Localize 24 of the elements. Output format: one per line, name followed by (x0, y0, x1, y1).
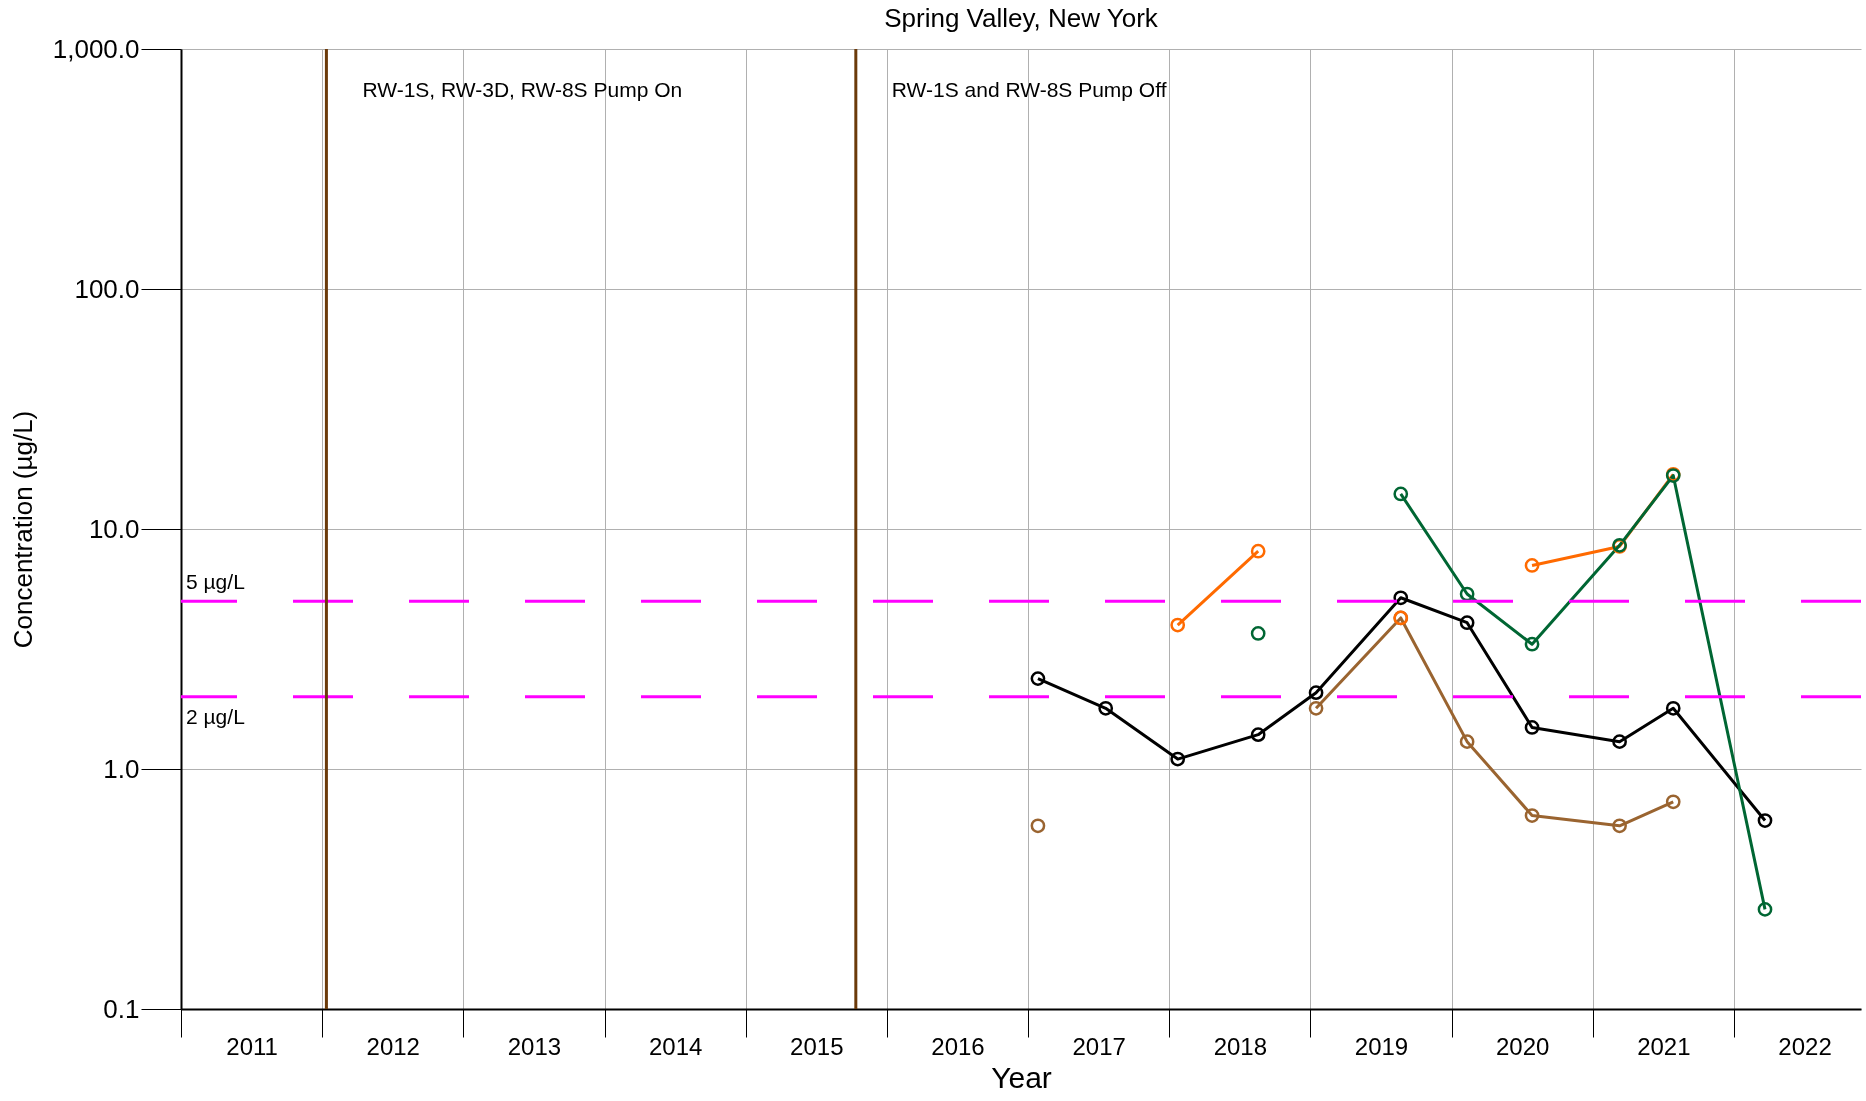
ref-line-label: RW-1S and RW-8S Pump Off (891, 78, 1167, 101)
ref-line-label: 2 µg/L (186, 704, 245, 728)
y-tick-label: 10.0 (88, 513, 140, 544)
y-tick-label: 0.1 (103, 993, 140, 1024)
x-tick-label: 2019 (1354, 1032, 1409, 1060)
x-tick-label: 2020 (1495, 1032, 1550, 1060)
x-tick-label: 2014 (648, 1032, 703, 1060)
x-tick-label: 2013 (507, 1032, 562, 1060)
x-tick-label: 2018 (1213, 1032, 1268, 1060)
ref-line-label: 5 µg/L (186, 570, 245, 594)
chart-title: Spring Valley, New York (884, 3, 1159, 33)
x-tick-label: 2015 (790, 1032, 844, 1060)
x-tick-label: 2021 (1637, 1032, 1691, 1060)
ref-line-label: RW-1S, RW-3D, RW-8S Pump On (362, 78, 683, 101)
x-tick-label: 2012 (366, 1032, 420, 1060)
y-tick-label: 100.0 (74, 273, 140, 304)
y-tick-label: 1,000.0 (52, 33, 140, 64)
x-tick-label: 2022 (1778, 1032, 1832, 1060)
x-tick-label: 2011 (226, 1032, 278, 1060)
x-tick-label: 2016 (931, 1032, 985, 1060)
y-tick-label: 1.0 (103, 753, 140, 784)
x-axis-title: Year (991, 1060, 1052, 1094)
y-axis-title: Concentration (µg/L) (7, 410, 38, 649)
x-tick-label: 2017 (1072, 1032, 1126, 1060)
